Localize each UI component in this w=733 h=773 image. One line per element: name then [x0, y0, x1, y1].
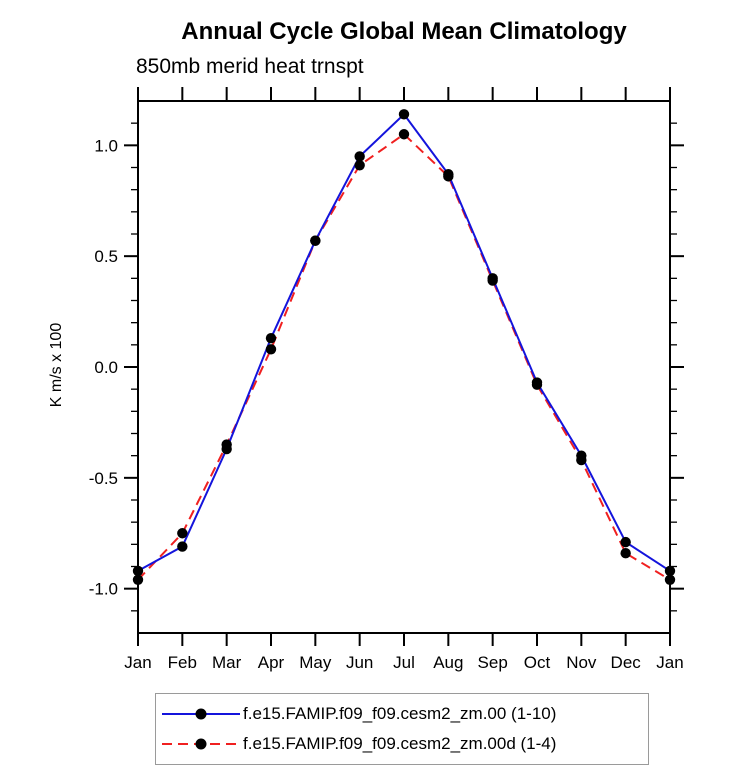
- data-point-marker: [487, 275, 498, 286]
- x-tick-label: Jul: [393, 653, 415, 672]
- legend-solid-line-icon: [162, 708, 240, 720]
- data-point-marker: [664, 565, 676, 577]
- x-tick-label: Jan: [124, 653, 151, 672]
- y-tick-label: 1.0: [94, 136, 118, 155]
- legend: f.e15.FAMIP.f09_f09.cesm2_zm.00 (1-10) f…: [155, 693, 649, 765]
- x-tick-label: Jan: [656, 653, 683, 672]
- y-tick-label: 0.0: [94, 358, 118, 377]
- data-point-marker: [576, 454, 587, 466]
- x-tick-label: Sep: [478, 653, 508, 672]
- x-tick-label: Aug: [433, 653, 463, 672]
- x-tick-label: Oct: [524, 653, 551, 672]
- data-point-marker: [398, 129, 410, 140]
- legend-item: f.e15.FAMIP.f09_f09.cesm2_zm.00 (1-10): [156, 701, 648, 727]
- y-tick-label: -1.0: [89, 580, 118, 599]
- data-point-marker: [265, 344, 277, 355]
- legend-dashed-line-icon: [162, 738, 240, 750]
- data-point-marker: [664, 574, 676, 585]
- data-point-marker: [398, 109, 410, 120]
- x-tick-label: Nov: [566, 653, 597, 672]
- legend-label: f.e15.FAMIP.f09_f09.cesm2_zm.00 (1-10): [243, 704, 557, 723]
- data-point-marker: [531, 379, 543, 390]
- data-point-marker: [177, 528, 188, 539]
- series-line-1: [137, 132, 671, 581]
- data-point-marker: [620, 536, 631, 548]
- data-point-marker: [310, 235, 321, 246]
- x-tick-label: Jun: [346, 653, 373, 672]
- x-tick-label: Mar: [212, 653, 242, 672]
- x-tick-label: Feb: [168, 653, 197, 672]
- data-point-marker: [221, 439, 232, 450]
- legend-item: f.e15.FAMIP.f09_f09.cesm2_zm.00d (1-4): [156, 731, 648, 757]
- data-point-marker: [132, 565, 144, 577]
- data-point-marker: [265, 332, 277, 344]
- y-tick-label: -0.5: [89, 469, 118, 488]
- x-tick-label: Dec: [611, 653, 642, 672]
- legend-sample-marker: [195, 738, 207, 750]
- data-point-marker: [132, 574, 144, 585]
- data-point-marker: [354, 151, 365, 162]
- series-line-0: [137, 112, 671, 572]
- data-point-marker: [620, 548, 631, 559]
- legend-sample-marker: [195, 708, 207, 720]
- data-point-marker: [354, 160, 365, 171]
- data-point-marker: [443, 171, 454, 182]
- x-tick-label: Apr: [258, 653, 285, 672]
- plot-frame: [137, 100, 671, 634]
- data-point-marker: [177, 541, 188, 552]
- chart-title: Annual Cycle Global Mean Climatology: [181, 18, 627, 45]
- legend-label: f.e15.FAMIP.f09_f09.cesm2_zm.00d (1-4): [243, 734, 557, 753]
- x-tick-label: May: [299, 653, 332, 672]
- chart-subtitle: 850mb merid heat trnspt: [136, 55, 364, 78]
- y-tick-label: 0.5: [94, 247, 118, 266]
